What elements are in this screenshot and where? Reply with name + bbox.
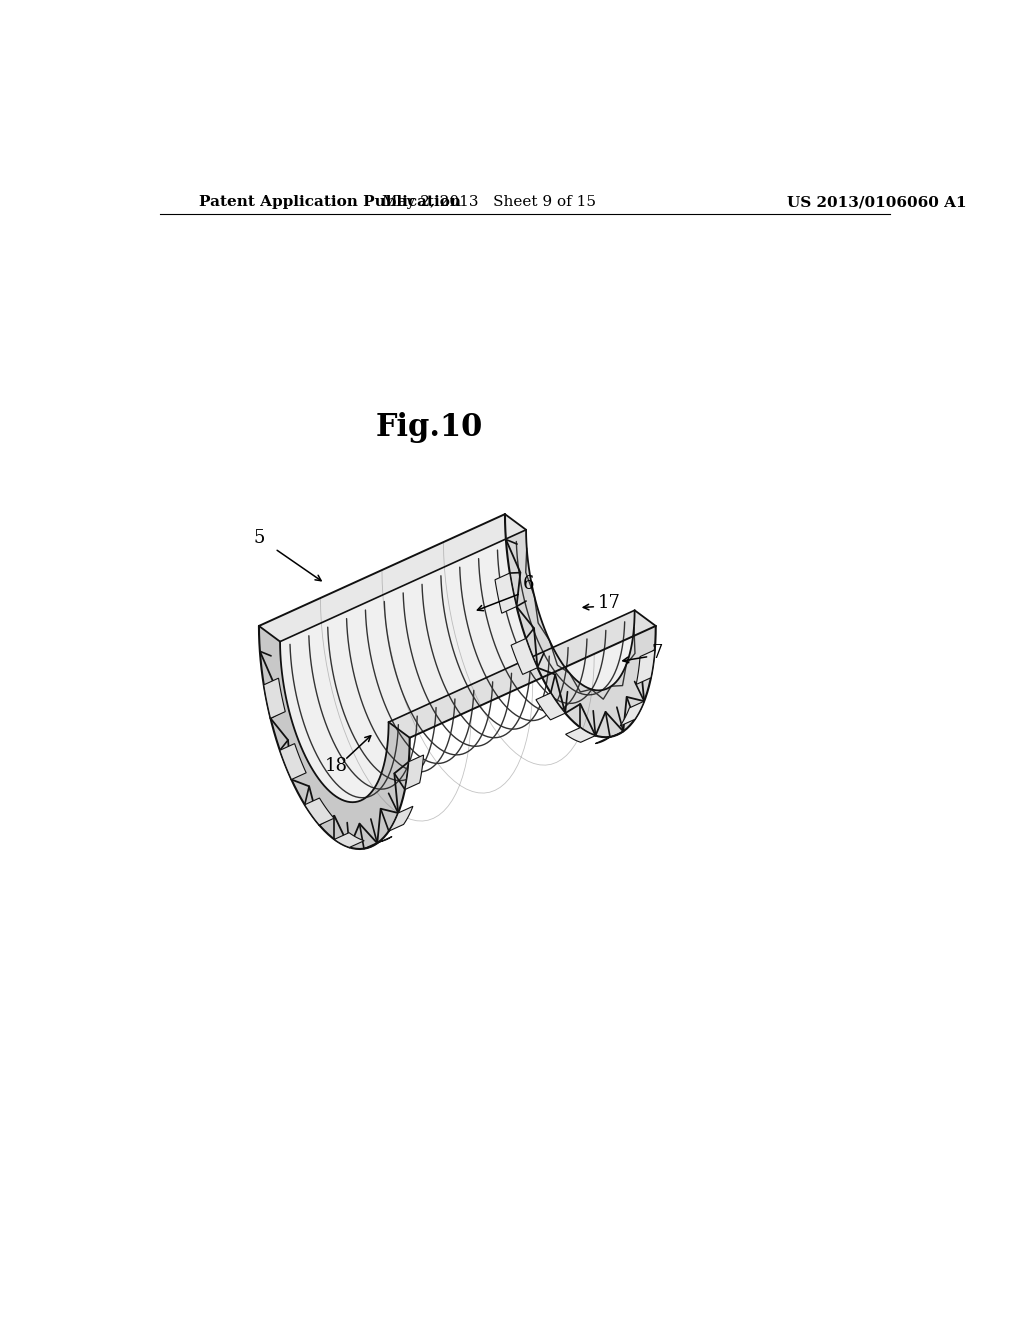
Text: 5: 5 [253,528,265,546]
Text: 17: 17 [598,594,621,611]
Polygon shape [511,639,538,675]
Text: US 2013/0106060 A1: US 2013/0106060 A1 [786,195,967,209]
Text: May 2, 2013   Sheet 9 of 15: May 2, 2013 Sheet 9 of 15 [382,195,596,209]
Text: Patent Application Publication: Patent Application Publication [200,195,462,209]
Polygon shape [305,799,334,825]
Polygon shape [389,807,413,832]
Polygon shape [636,649,654,685]
Polygon shape [280,529,635,803]
Text: 7: 7 [652,644,664,663]
Polygon shape [565,727,596,742]
Text: 18: 18 [325,758,348,775]
Polygon shape [259,513,655,849]
Text: Fig.10: Fig.10 [376,412,483,444]
Polygon shape [259,513,526,642]
Polygon shape [404,755,424,789]
Polygon shape [280,743,306,780]
Polygon shape [495,573,516,614]
Polygon shape [264,678,286,718]
Polygon shape [595,731,624,743]
Polygon shape [364,837,392,849]
Text: 6: 6 [523,576,535,594]
Polygon shape [621,701,644,726]
Polygon shape [334,833,365,847]
Polygon shape [505,513,655,737]
Polygon shape [259,626,410,849]
Polygon shape [536,693,565,719]
Polygon shape [389,610,655,738]
